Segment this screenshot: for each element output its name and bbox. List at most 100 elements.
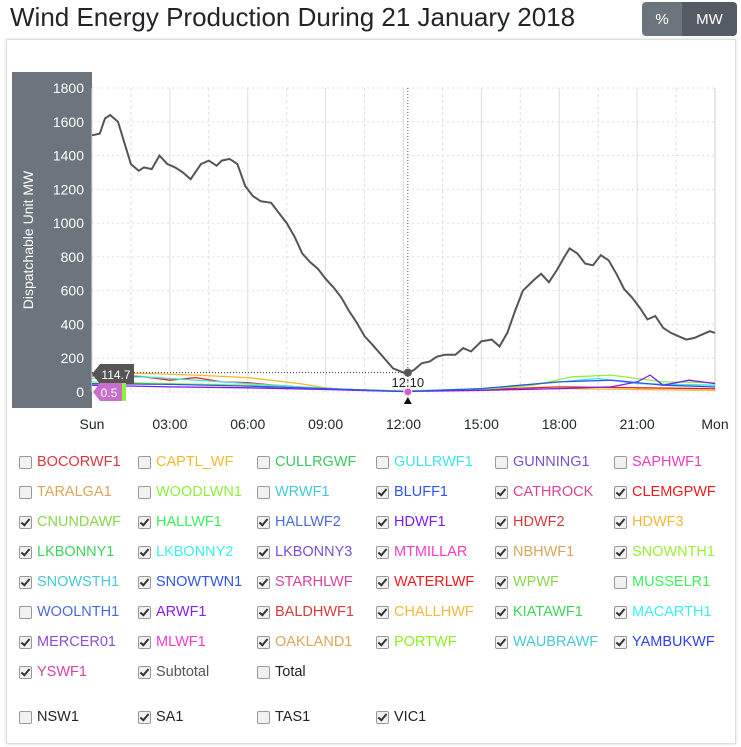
checkbox[interactable]	[19, 605, 32, 619]
checkbox[interactable]	[138, 710, 151, 724]
checkbox[interactable]	[19, 515, 32, 529]
checkbox[interactable]	[138, 635, 151, 649]
checkbox[interactable]	[257, 605, 270, 619]
unit-checkbox-lkbonny1[interactable]: LKBONNY1	[19, 544, 114, 560]
unit-checkbox-portwf[interactable]: PORTWF	[376, 634, 457, 650]
checkbox[interactable]	[138, 575, 151, 589]
unit-checkbox-total[interactable]: Total	[257, 664, 306, 680]
checkbox[interactable]	[495, 485, 508, 499]
checkbox[interactable]	[495, 605, 508, 619]
unit-checkbox-clemgpwf[interactable]: CLEMGPWF	[614, 484, 716, 500]
unit-checkbox-lkbonny2[interactable]: LKBONNY2	[138, 544, 233, 560]
unit-checkbox-hallwf2[interactable]: HALLWF2	[257, 514, 341, 530]
checkbox[interactable]	[495, 635, 508, 649]
unit-checkbox-baldhwf1[interactable]: BALDHWF1	[257, 604, 354, 620]
percent-button[interactable]: %	[642, 2, 682, 36]
checkbox[interactable]	[495, 455, 508, 469]
unit-checkbox-hdwf2[interactable]: HDWF2	[495, 514, 565, 530]
wind-chart[interactable]: 0 200 400 600 800 1000 1200 1400 1600 1800 Sun 03:0…	[0, 0, 741, 440]
unit-checkbox-woodlwn1[interactable]: WOODLWN1	[138, 484, 242, 500]
checkbox[interactable]	[614, 545, 627, 559]
checkbox[interactable]	[257, 485, 270, 499]
checkbox[interactable]	[257, 575, 270, 589]
checkbox[interactable]	[614, 605, 627, 619]
unit-checkbox-bocorwf1[interactable]: BOCORWF1	[19, 454, 121, 470]
checkbox[interactable]	[138, 455, 151, 469]
unit-checkbox-yswf1[interactable]: YSWF1	[19, 664, 87, 680]
unit-checkbox-oakland1[interactable]: OAKLAND1	[257, 634, 352, 650]
checkbox[interactable]	[376, 515, 389, 529]
checkbox[interactable]	[614, 455, 627, 469]
unit-checkbox-wrwf1[interactable]: WRWF1	[257, 484, 330, 500]
checkbox[interactable]	[257, 455, 270, 469]
checkbox[interactable]	[614, 635, 627, 649]
unit-checkbox-snownth1[interactable]: SNOWNTH1	[614, 544, 715, 560]
checkbox[interactable]	[138, 665, 151, 679]
unit-checkbox-hallwf1[interactable]: HALLWF1	[138, 514, 222, 530]
checkbox[interactable]	[138, 605, 151, 619]
checkbox[interactable]	[19, 455, 32, 469]
unit-checkbox-mercer01[interactable]: MERCER01	[19, 634, 116, 650]
checkbox[interactable]	[495, 575, 508, 589]
checkbox[interactable]	[614, 515, 627, 529]
checkbox[interactable]	[19, 485, 32, 499]
checkbox[interactable]	[19, 635, 32, 649]
checkbox[interactable]	[257, 710, 270, 724]
unit-checkbox-mlwf1[interactable]: MLWF1	[138, 634, 206, 650]
checkbox[interactable]	[19, 575, 32, 589]
unit-checkbox-cathrock[interactable]: CATHROCK	[495, 484, 593, 500]
unit-checkbox-wpwf[interactable]: WPWF	[495, 574, 559, 590]
unit-checkbox-mtmillar[interactable]: MTMILLAR	[376, 544, 467, 560]
checkbox[interactable]	[257, 635, 270, 649]
checkbox[interactable]	[19, 665, 32, 679]
unit-checkbox-cullrgwf[interactable]: CULLRGWF	[257, 454, 356, 470]
checkbox[interactable]	[495, 515, 508, 529]
checkbox[interactable]	[257, 545, 270, 559]
unit-checkbox-arwf1[interactable]: ARWF1	[138, 604, 207, 620]
unit-checkbox-yambukwf[interactable]: YAMBUKWF	[614, 634, 715, 650]
checkbox[interactable]	[376, 710, 389, 724]
checkbox[interactable]	[376, 635, 389, 649]
region-checkbox-sa1[interactable]: SA1	[138, 709, 183, 725]
checkbox[interactable]	[376, 575, 389, 589]
unit-checkbox-hdwf1[interactable]: HDWF1	[376, 514, 446, 530]
unit-checkbox-saphwf1[interactable]: SAPHWF1	[614, 454, 702, 470]
unit-checkbox-lkbonny3[interactable]: LKBONNY3	[257, 544, 352, 560]
unit-checkbox-waterlwf[interactable]: WATERLWF	[376, 574, 474, 590]
unit-checkbox-bluff1[interactable]: BLUFF1	[376, 484, 448, 500]
unit-checkbox-challhwf[interactable]: CHALLHWF	[376, 604, 474, 620]
region-checkbox-tas1[interactable]: TAS1	[257, 709, 310, 725]
checkbox[interactable]	[614, 485, 627, 499]
unit-checkbox-snowtwn1[interactable]: SNOWTWN1	[138, 574, 242, 590]
unit-checkbox-cnundawf[interactable]: CNUNDAWF	[19, 514, 121, 530]
checkbox[interactable]	[376, 605, 389, 619]
unit-checkbox-macarth1[interactable]: MACARTH1	[614, 604, 712, 620]
unit-checkbox-nbhwf1[interactable]: NBHWF1	[495, 544, 574, 560]
region-checkbox-nsw1[interactable]: NSW1	[19, 709, 79, 725]
checkbox[interactable]	[138, 485, 151, 499]
unit-checkbox-taralga1[interactable]: TARALGA1	[19, 484, 112, 500]
unit-checkbox-hdwf3[interactable]: HDWF3	[614, 514, 684, 530]
unit-checkbox-gullrwf1[interactable]: GULLRWF1	[376, 454, 473, 470]
checkbox[interactable]	[376, 485, 389, 499]
checkbox[interactable]	[376, 455, 389, 469]
checkbox[interactable]	[138, 545, 151, 559]
unit-checkbox-gunning1[interactable]: GUNNING1	[495, 454, 590, 470]
unit-checkbox-musselr1[interactable]: MUSSELR1	[614, 574, 710, 590]
checkbox[interactable]	[257, 665, 270, 679]
unit-checkbox-subtotal[interactable]: Subtotal	[138, 664, 209, 680]
unit-checkbox-captl_wf[interactable]: CAPTL_WF	[138, 454, 233, 470]
unit-checkbox-snowsth1[interactable]: SNOWSTH1	[19, 574, 119, 590]
unit-checkbox-waubrawf[interactable]: WAUBRAWF	[495, 634, 598, 650]
region-checkbox-vic1[interactable]: VIC1	[376, 709, 426, 725]
checkbox[interactable]	[376, 545, 389, 559]
unit-checkbox-woolnth1[interactable]: WOOLNTH1	[19, 604, 119, 620]
checkbox[interactable]	[19, 710, 32, 724]
mw-button[interactable]: MW	[682, 2, 737, 36]
unit-checkbox-starhlwf[interactable]: STARHLWF	[257, 574, 353, 590]
checkbox[interactable]	[138, 515, 151, 529]
checkbox[interactable]	[257, 515, 270, 529]
checkbox[interactable]	[495, 545, 508, 559]
checkbox[interactable]	[614, 575, 627, 589]
unit-checkbox-kiatawf1[interactable]: KIATAWF1	[495, 604, 583, 620]
